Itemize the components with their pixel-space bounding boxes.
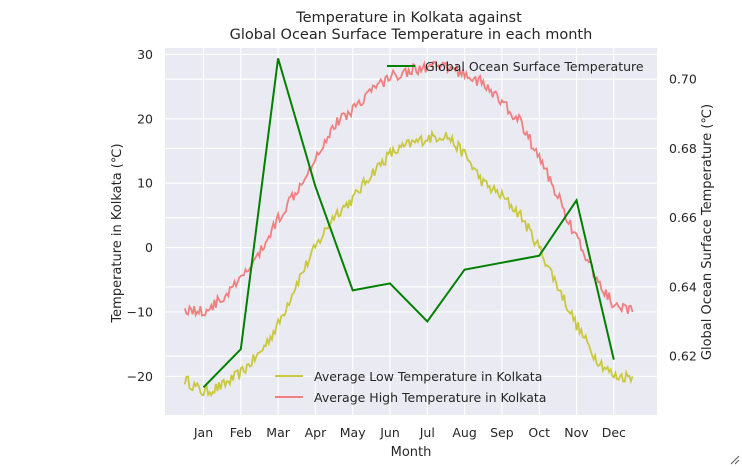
series-ocean-temperature xyxy=(202,58,615,388)
chart-title-line-2: Global Ocean Surface Temperature in each… xyxy=(230,27,593,43)
x-tick-label: Feb xyxy=(230,425,252,440)
y-right-tick-label: 0.62 xyxy=(669,349,697,364)
x-tick-label: Nov xyxy=(564,425,589,440)
legend-high-label: Average High Temperature in Kolkata xyxy=(314,390,546,405)
resize-grip-icon[interactable] xyxy=(730,455,740,465)
x-tick-label: Mar xyxy=(266,425,290,440)
line-low-temperature xyxy=(183,129,634,398)
y-left-tick-label: −10 xyxy=(127,304,153,319)
x-tick-label: Oct xyxy=(528,425,550,440)
line-ocean-temperature xyxy=(202,58,615,388)
y-left-tick-label: 30 xyxy=(137,47,153,62)
y-axis-left-label: Temperature in Kolkata (℃) xyxy=(110,143,125,323)
x-tick-label: Sep xyxy=(490,425,514,440)
y-left-tick-label: −20 xyxy=(127,369,153,384)
y-left-tick-label: 0 xyxy=(145,240,153,255)
chart-title-line-1: Temperature in Kolkata against xyxy=(295,10,522,26)
x-tick-label: Jan xyxy=(193,425,213,440)
series-high-temperature xyxy=(183,60,634,318)
legend-ocean: Global Ocean Surface Temperature xyxy=(387,59,644,74)
y-left-tick-label: 10 xyxy=(137,176,153,191)
y-right-tick-label: 0.64 xyxy=(669,279,697,294)
legend-ocean-label: Global Ocean Surface Temperature xyxy=(425,59,644,74)
y-axis-right-label: Global Ocean Surface Temperature (℃) xyxy=(700,104,715,360)
x-tick-label: Apr xyxy=(305,425,327,440)
legend-kolkata: Average Low Temperature in Kolkata Avera… xyxy=(275,369,546,405)
legend-low-label: Average Low Temperature in Kolkata xyxy=(314,369,542,384)
y-right-tick-label: 0.66 xyxy=(669,210,697,225)
y-right-tick-labels: 0.62 0.64 0.66 0.68 0.70 xyxy=(669,72,697,364)
y-right-tick-label: 0.68 xyxy=(669,141,697,156)
x-tick-label: May xyxy=(340,425,366,440)
y-right-tick-label: 0.70 xyxy=(669,72,697,87)
x-tick-label: Dec xyxy=(602,425,626,440)
line-high-temperature xyxy=(183,60,634,318)
plot-background xyxy=(165,48,657,415)
x-tick-label: Jul xyxy=(419,425,435,440)
grid xyxy=(165,48,657,415)
y-left-tick-label: 20 xyxy=(137,111,153,126)
y-left-tick-labels: −20 −10 0 10 20 30 xyxy=(127,47,153,384)
x-axis-label: Month xyxy=(391,445,432,460)
x-tick-label: Jun xyxy=(379,425,400,440)
series-low-temperature xyxy=(183,129,634,398)
x-tick-labels: Jan Feb Mar Apr May Jun Jul Aug Sep Oct Nov Dec xyxy=(193,425,626,440)
x-tick-label: Aug xyxy=(452,425,476,440)
